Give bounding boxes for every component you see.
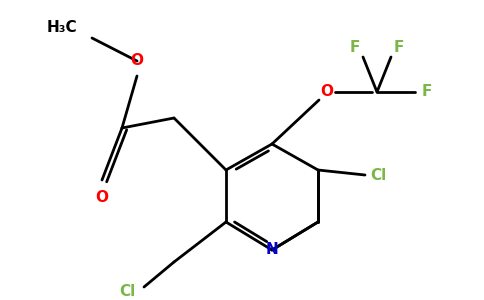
- Text: O: O: [131, 53, 143, 68]
- Text: Cl: Cl: [120, 284, 136, 299]
- Text: F: F: [394, 40, 404, 55]
- Text: O: O: [95, 190, 108, 205]
- Text: Cl: Cl: [370, 167, 386, 182]
- Text: O: O: [320, 85, 333, 100]
- Text: F: F: [350, 40, 360, 55]
- Text: H₃C: H₃C: [46, 20, 77, 35]
- Text: F: F: [422, 85, 432, 100]
- Text: N: N: [266, 242, 278, 257]
